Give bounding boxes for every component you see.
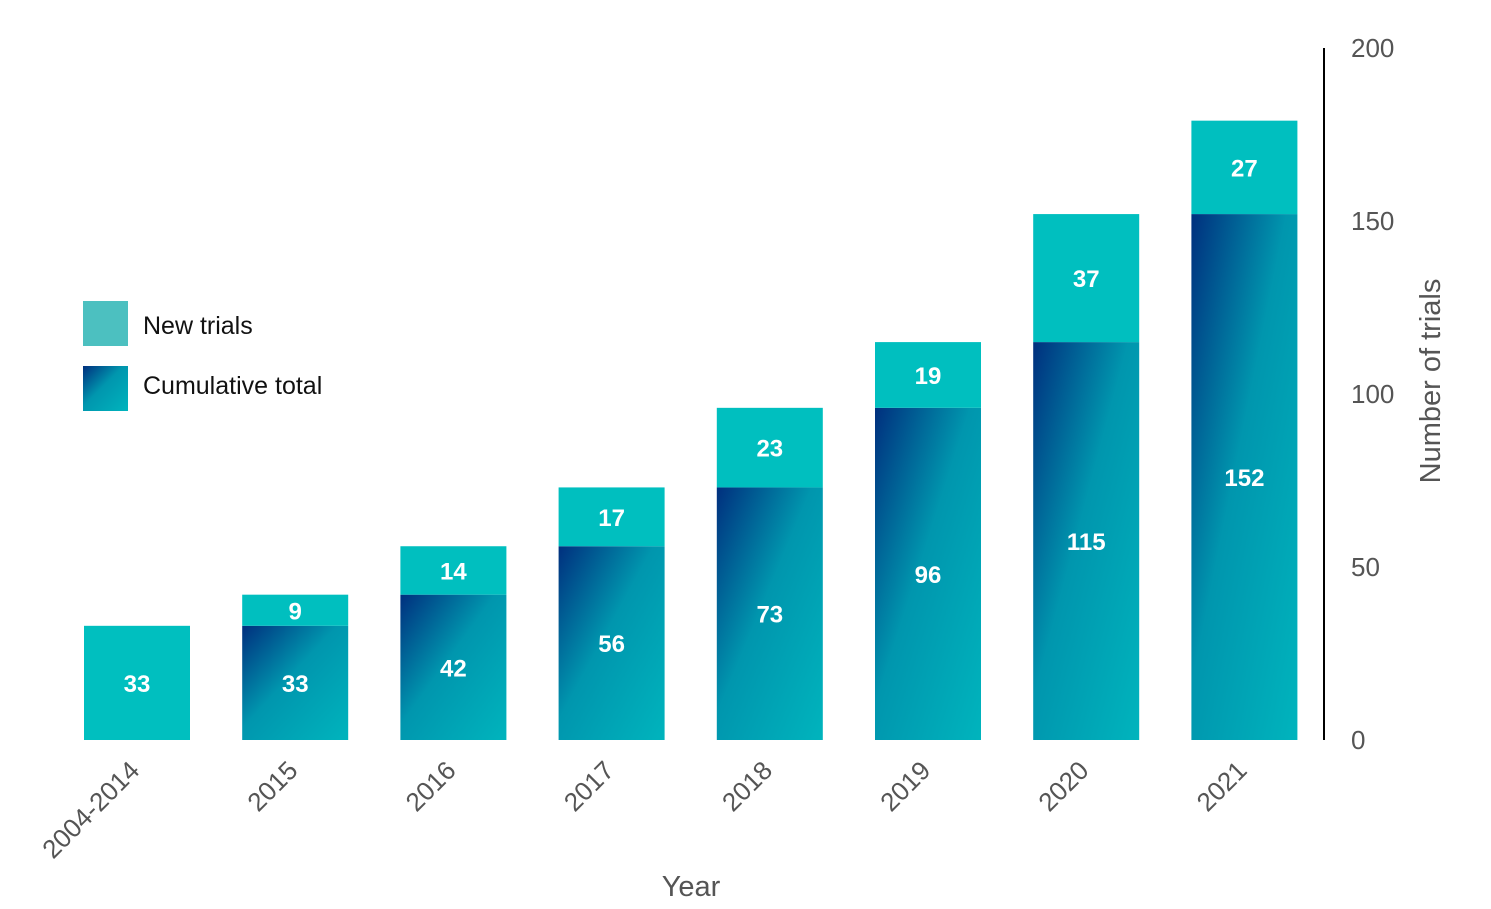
bar-label-cumulative-2018: 73 [756, 602, 783, 629]
bar-cumulative-2019 [875, 407, 981, 740]
bar-labels-group: 33 33 9 42 14 56 17 73 23 96 19 115 37 152 27 [124, 155, 1265, 698]
bar-label-new-trials-2016: 14 [440, 558, 467, 585]
bar-label-new-trials-2017: 17 [598, 505, 625, 532]
x-tick-label-2004-2014: 2004-2014 [36, 755, 145, 864]
legend-label-new-trials: New trials [143, 312, 253, 340]
bar-label-new-trials-2020: 37 [1073, 266, 1100, 293]
bar-label-cumulative-2019: 96 [915, 562, 942, 589]
bar-new-trials-2015 [242, 594, 349, 626]
x-axis-title: Year [662, 871, 721, 903]
bar-new-trials-2020 [1033, 214, 1140, 343]
bar-new-trials-2019 [875, 342, 981, 408]
legend-label-cumulative-total: Cumulative total [143, 372, 322, 400]
y-tick-label-200: 200 [1351, 33, 1394, 63]
bar-cumulative-2016 [400, 594, 507, 740]
x-tick-label-2015: 2015 [241, 755, 303, 817]
bar-new-trials-2021 [1191, 120, 1298, 215]
bar-label-cumulative-2016: 42 [440, 655, 467, 682]
bar-label-new-trials-2015: 9 [289, 598, 302, 625]
bar-cumulative-2021 [1191, 214, 1298, 740]
bar-label-cumulative-2015: 33 [282, 671, 309, 698]
x-tick-label-2020: 2020 [1032, 755, 1094, 817]
bar-cumulative-2017 [558, 546, 665, 740]
bar-label-cumulative-2020: 115 [1067, 529, 1106, 556]
x-tick-label-2019: 2019 [874, 755, 936, 817]
bar-label-new-trials-2004-2014: 33 [124, 671, 151, 698]
y-tick-labels: 0 50 100 150 200 [1351, 33, 1394, 755]
bar-cumulative-2015 [242, 625, 349, 740]
y-tick-label-150: 150 [1351, 206, 1394, 236]
bar-label-new-trials-2019: 19 [915, 363, 942, 390]
bar-new-trials-2017 [558, 487, 665, 547]
bar-label-cumulative-2021: 152 [1224, 465, 1264, 492]
bar-new-trials-2004-2014 [84, 625, 190, 740]
x-tick-label-2016: 2016 [400, 755, 462, 817]
y-tick-label-100: 100 [1351, 379, 1394, 409]
y-tick-label-50: 50 [1351, 552, 1380, 582]
x-tick-label-2018: 2018 [716, 755, 778, 817]
y-axis-title: Number of trials [1415, 279, 1447, 484]
bar-label-new-trials-2021: 27 [1231, 155, 1258, 182]
x-tick-label-2017: 2017 [558, 755, 620, 817]
x-tick-label-2021: 2021 [1191, 755, 1253, 817]
bar-new-trials-2016 [400, 546, 507, 595]
bar-label-new-trials-2018: 23 [756, 436, 783, 463]
bar-cumulative-2020 [1033, 342, 1140, 740]
x-tick-labels: 2004-2014 2015 2016 2017 2018 2019 2020 2021 [36, 755, 1253, 864]
bar-cumulative-2018 [716, 487, 823, 740]
bar-new-trials-2018 [716, 407, 823, 488]
legend-swatch-cumulative-total [83, 366, 128, 411]
bars-group [84, 120, 1298, 740]
legend-swatch-new-trials [83, 301, 128, 346]
y-tick-label-0: 0 [1351, 725, 1365, 755]
bar-label-cumulative-2017: 56 [598, 631, 625, 658]
legend: New trials Cumulative total [83, 301, 322, 411]
